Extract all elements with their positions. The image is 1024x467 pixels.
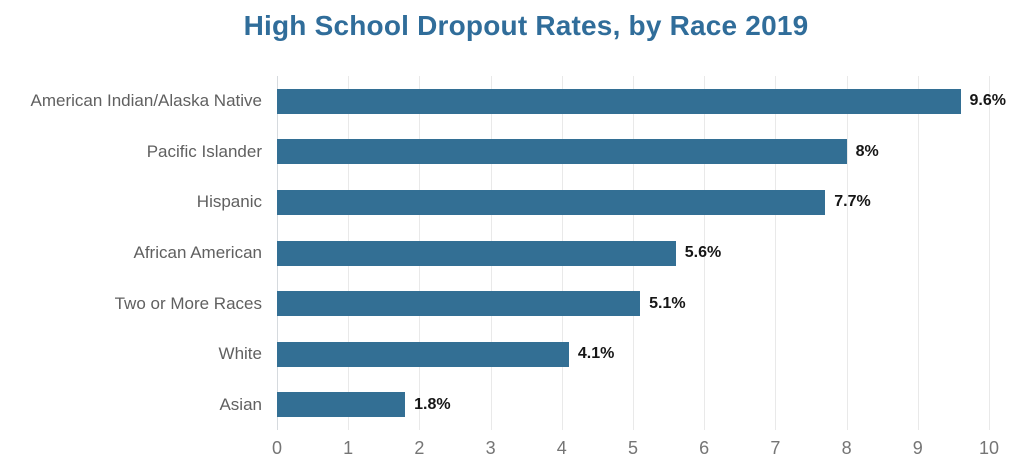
- bar: [277, 189, 826, 215]
- x-axis: 0 1 2 3 4 5 6 7 8 9 10: [272, 438, 999, 462]
- category-label: African American: [133, 243, 263, 262]
- x-tick-label: 8: [841, 438, 852, 458]
- gridline: [775, 76, 777, 430]
- bar: [277, 291, 641, 317]
- x-tick-label: 6: [699, 438, 710, 458]
- x-tick-label: 3: [485, 438, 496, 458]
- bar: [277, 139, 847, 165]
- category-label: Asian: [219, 394, 262, 414]
- bar-value-label: 5.1%: [649, 294, 686, 312]
- bar-value-label: 9.6%: [969, 92, 1006, 110]
- x-tick-label: 4: [556, 438, 567, 458]
- gridline: [989, 76, 990, 430]
- plot-area: 9.6% 8% 7.7% 5.6% 5.1% 4.1% 1.8%: [277, 76, 1006, 430]
- category-label: Pacific Islander: [146, 141, 262, 161]
- x-tick-label: 1: [343, 438, 354, 458]
- gridline: [704, 76, 706, 430]
- x-tick-label: 5: [627, 438, 639, 458]
- chart-title: High School Dropout Rates, by Race 2019: [243, 10, 809, 41]
- x-tick-label: 2: [414, 438, 425, 458]
- gridline: [846, 76, 848, 430]
- bar-value-label: 5.6%: [684, 244, 722, 261]
- bar: [277, 341, 569, 367]
- category-label: American Indian/Alaska Native: [30, 91, 262, 111]
- x-tick-label: 9: [912, 438, 923, 458]
- bar-value-label: 4.1%: [577, 345, 615, 363]
- bar-value-label: 8%: [855, 142, 879, 160]
- x-tick-label: 7: [770, 438, 781, 458]
- category-label: Hispanic: [196, 192, 262, 212]
- bar: [277, 392, 406, 418]
- bar: [277, 240, 676, 266]
- gridline: [917, 76, 919, 430]
- x-tick-label: 10: [978, 438, 1000, 458]
- category-label: Two or More Races: [114, 293, 262, 313]
- category-label: White: [218, 344, 262, 364]
- bar: [277, 88, 961, 114]
- bar-value-label: 7.7%: [834, 193, 871, 211]
- bar-value-label: 1.8%: [414, 395, 451, 413]
- x-tick-label: 0: [271, 438, 283, 458]
